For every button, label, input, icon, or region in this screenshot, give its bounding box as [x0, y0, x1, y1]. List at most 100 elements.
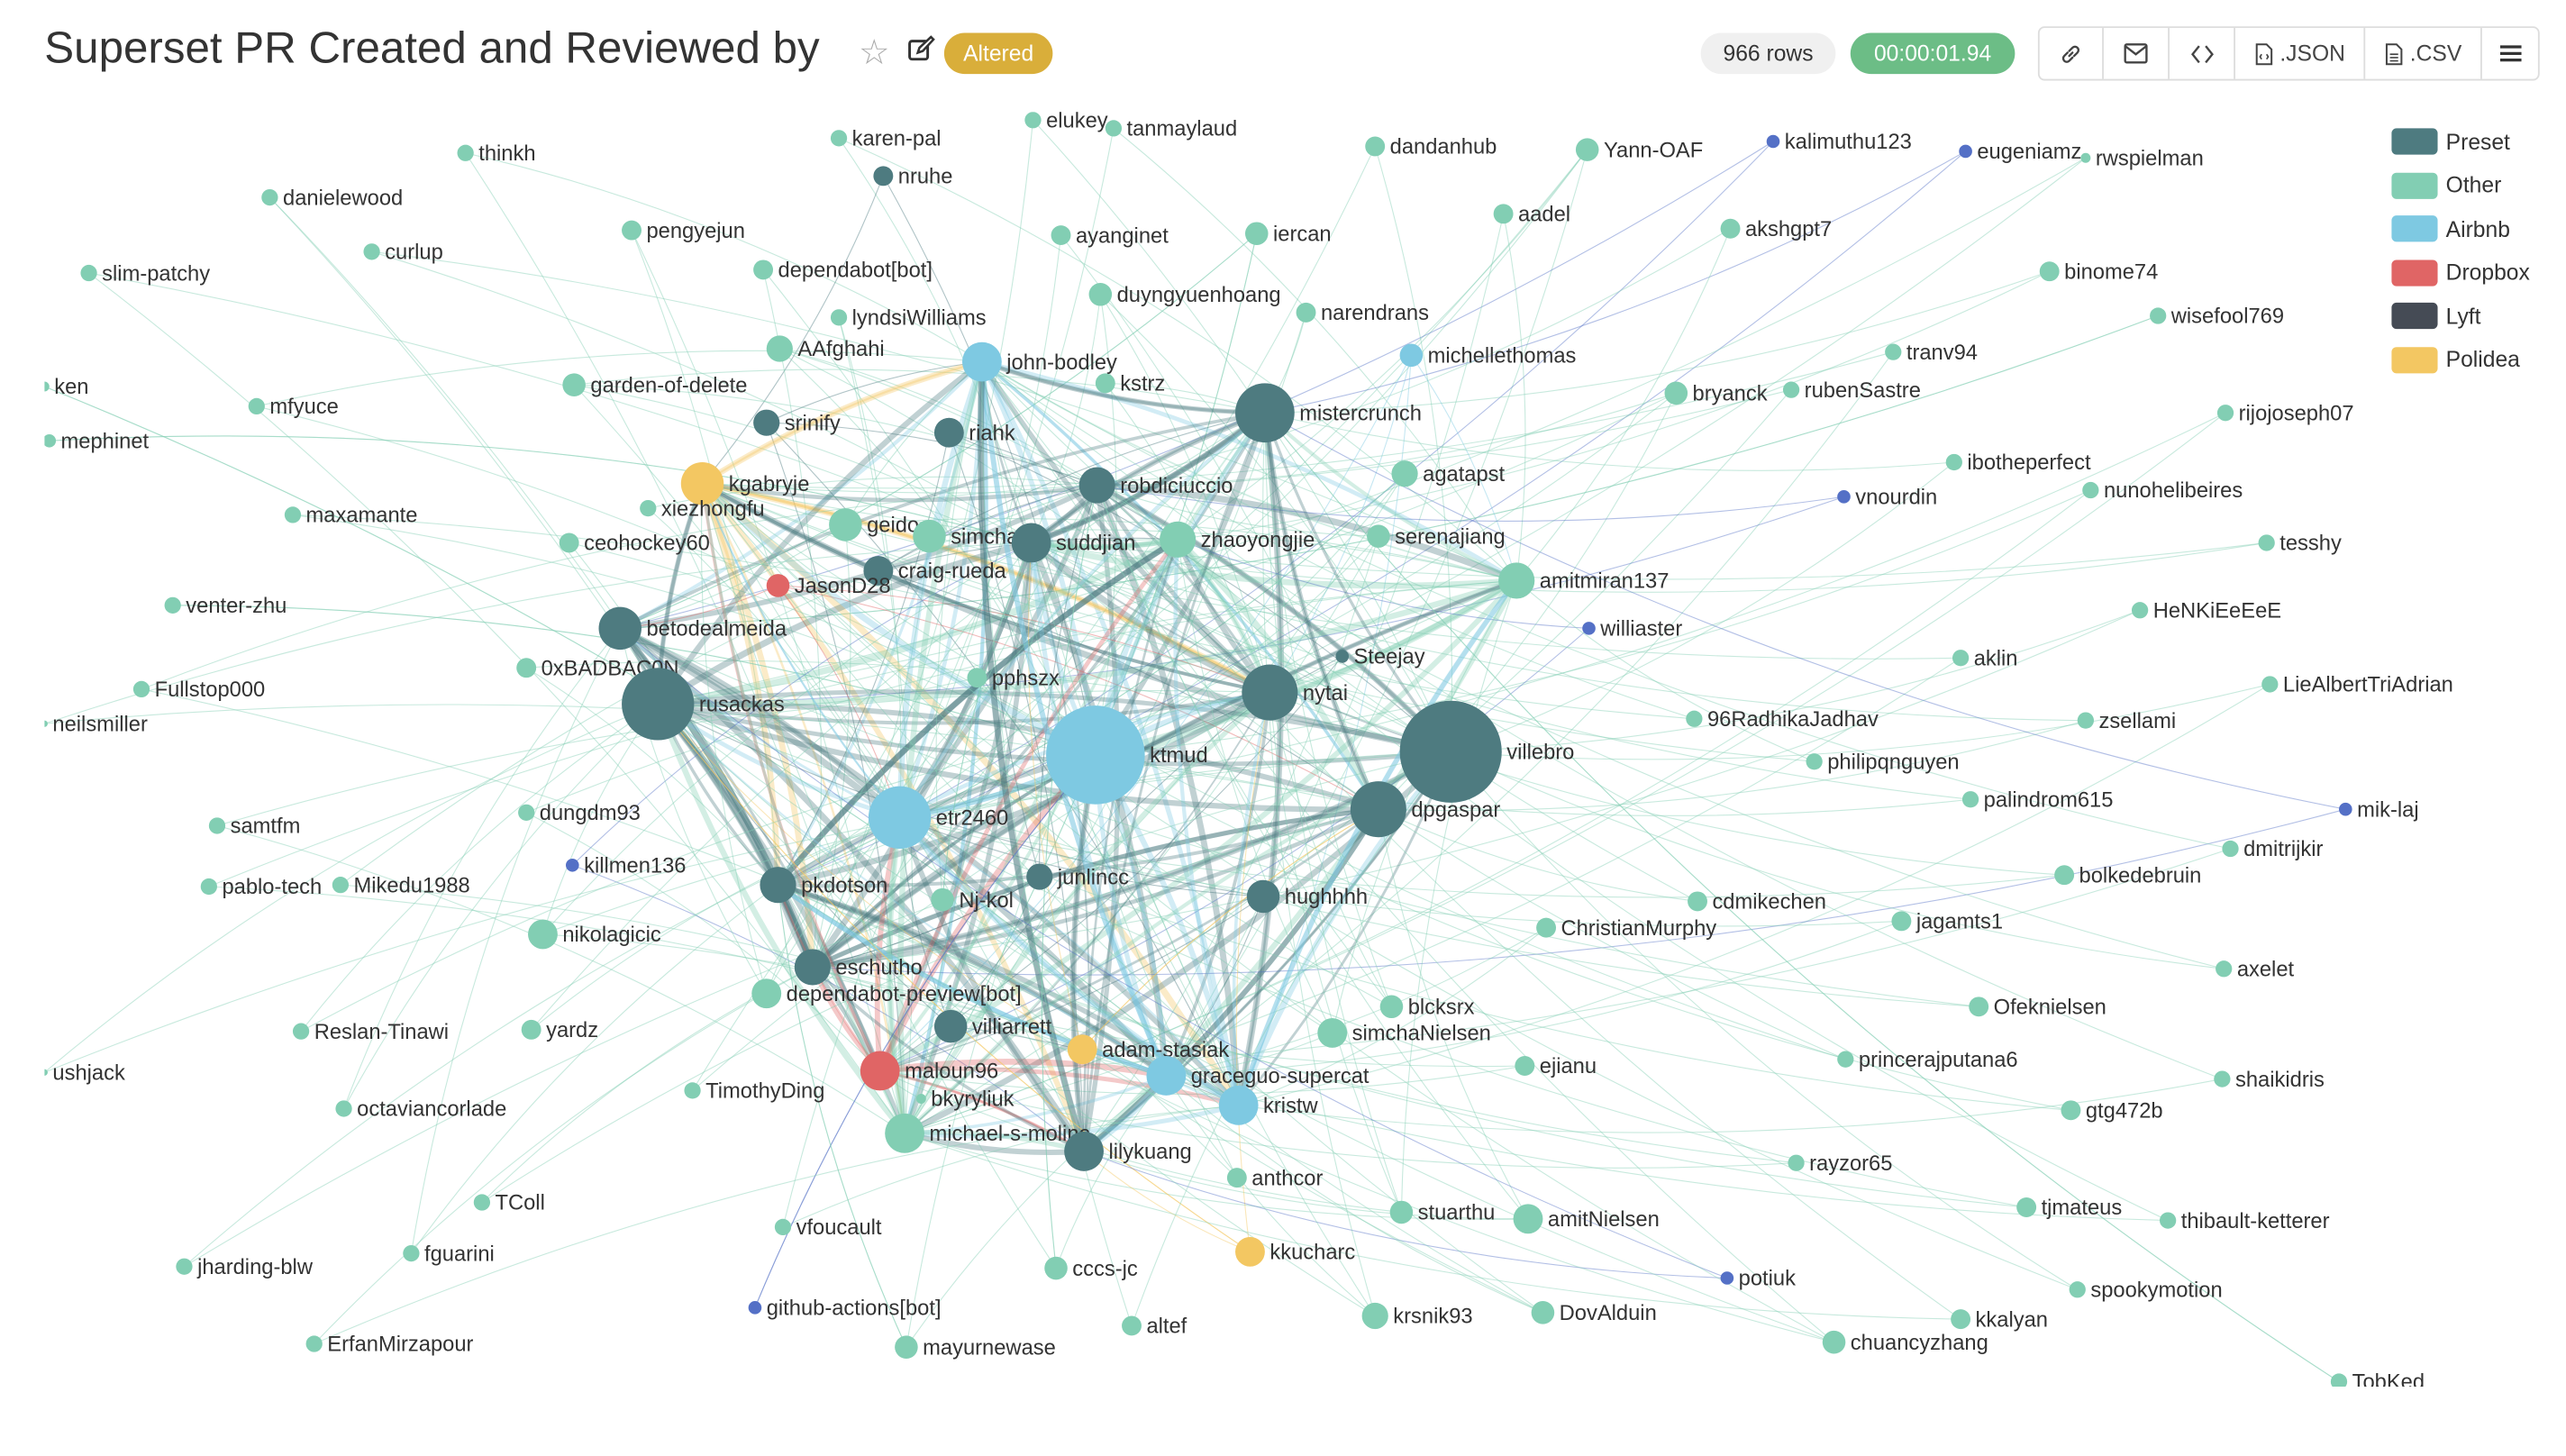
graph-node[interactable]: ErfanMirzapour: [305, 1333, 474, 1357]
star-icon[interactable]: ☆: [858, 34, 890, 73]
legend-item[interactable]: Airbnb: [2391, 207, 2529, 250]
graph-node[interactable]: maxamante: [284, 505, 418, 528]
graph-node[interactable]: vnourdin: [1837, 487, 1937, 510]
legend-item[interactable]: Lyft: [2391, 295, 2529, 338]
graph-node[interactable]: craig-rueda: [863, 556, 1007, 586]
node-circle[interactable]: [2150, 307, 2167, 324]
node-circle[interactable]: [1365, 136, 1386, 157]
graph-node[interactable]: 96RadhikaJadhav: [1686, 708, 1879, 732]
graph-node[interactable]: xiezhongfu: [640, 497, 765, 521]
node-circle[interactable]: [2160, 1212, 2177, 1229]
graph-node[interactable]: etr2460: [868, 786, 1008, 850]
graph-node[interactable]: wisefool769: [2150, 305, 2284, 329]
graph-node[interactable]: mik-laj: [2339, 798, 2419, 822]
graph-node[interactable]: slim-patchy: [80, 262, 210, 286]
graph-canvas[interactable]: thinkh karen-pal elukey tanmaylaud dandanhub…: [44, 112, 2566, 1387]
node-circle[interactable]: [164, 596, 181, 614]
node-circle[interactable]: [760, 867, 796, 904]
node-circle[interactable]: [684, 1082, 701, 1099]
node-circle[interactable]: [1235, 1236, 1265, 1267]
node-circle[interactable]: [521, 1019, 541, 1040]
node-circle[interactable]: [1044, 1256, 1068, 1280]
node-circle[interactable]: [208, 817, 226, 834]
graph-node[interactable]: ejianu: [1515, 1055, 1597, 1078]
node-circle[interactable]: [1296, 302, 1316, 323]
edit-icon[interactable]: [906, 34, 936, 64]
graph-node[interactable]: philipqnguyen: [1806, 751, 1960, 774]
node-circle[interactable]: [622, 220, 642, 241]
node-circle[interactable]: [2339, 802, 2352, 816]
node-circle[interactable]: [931, 887, 954, 912]
altered-badge[interactable]: Altered: [943, 32, 1053, 75]
node-circle[interactable]: [1391, 460, 1418, 487]
graph-node[interactable]: villiarrett: [933, 1009, 1052, 1043]
node-circle[interactable]: [1664, 381, 1688, 405]
graph-node[interactable]: HeNKiEeEeE: [2131, 600, 2281, 623]
graph-node[interactable]: palindrom615: [1961, 788, 2113, 812]
node-circle[interactable]: [766, 335, 793, 362]
node-circle[interactable]: [622, 668, 695, 741]
more-menu-button[interactable]: [2483, 28, 2538, 79]
node-circle[interactable]: [868, 786, 932, 850]
graph-node[interactable]: fguarini: [403, 1242, 495, 1266]
graph-node[interactable]: thinkh: [457, 142, 536, 166]
graph-node[interactable]: vfoucault: [774, 1216, 882, 1240]
node-circle[interactable]: [748, 1301, 762, 1315]
graph-node[interactable]: DovAlduin: [1531, 1301, 1657, 1325]
graph-node[interactable]: curlup: [363, 241, 443, 265]
node-circle[interactable]: [332, 877, 350, 894]
graph-node[interactable]: krsnik93: [1361, 1302, 1473, 1330]
node-circle[interactable]: [1822, 1330, 1846, 1354]
node-circle[interactable]: [2261, 676, 2279, 693]
graph-node[interactable]: anthcor: [1226, 1167, 1324, 1190]
graph-node[interactable]: altef: [1122, 1315, 1187, 1339]
graph-node[interactable]: mistercrunch: [1235, 383, 1422, 443]
graph-node[interactable]: ayanginet: [1051, 224, 1169, 248]
graph-node[interactable]: john-bodley: [961, 341, 1117, 382]
graph-node[interactable]: hughhhh: [1246, 879, 1368, 914]
graph-node[interactable]: pengyejun: [622, 220, 745, 243]
node-circle[interactable]: [1011, 523, 1051, 563]
graph-node[interactable]: ushjack: [44, 1062, 125, 1086]
graph-node[interactable]: tranv94: [1885, 341, 1978, 365]
graph-node[interactable]: princerajputana6: [1837, 1049, 2018, 1072]
node-circle[interactable]: [132, 680, 150, 698]
graph-node[interactable]: ChristianMurphy: [1536, 917, 1716, 941]
graph-node[interactable]: binome74: [2039, 260, 2159, 284]
node-circle[interactable]: [1806, 753, 1823, 770]
graph-node[interactable]: nruhe: [873, 166, 952, 189]
graph-node[interactable]: lyndsiWilliams: [830, 307, 987, 331]
node-circle[interactable]: [1146, 1056, 1187, 1096]
graph-node[interactable]: kgabryje: [680, 461, 810, 505]
graph-node[interactable]: gtg472b: [2061, 1099, 2163, 1123]
graph-node[interactable]: shaikidris: [2214, 1069, 2325, 1092]
graph-node[interactable]: axelet: [2216, 958, 2295, 981]
graph-node[interactable]: betodealmeida: [598, 606, 787, 651]
graph-node[interactable]: ken: [44, 376, 88, 399]
graph-node[interactable]: bryanck: [1664, 381, 1768, 406]
node-circle[interactable]: [863, 556, 894, 586]
graph-node[interactable]: amitmiran137: [1498, 562, 1669, 599]
node-circle[interactable]: [2330, 1373, 2348, 1387]
graph-node[interactable]: Reslan-Tinawi: [292, 1021, 449, 1044]
graph-node[interactable]: michellethomas: [1399, 343, 1577, 369]
graph-node[interactable]: pablo-tech: [200, 876, 322, 899]
graph-node[interactable]: junlincc: [1026, 863, 1129, 890]
graph-node[interactable]: zsellami: [2077, 710, 2176, 733]
graph-node[interactable]: Nj-kol: [931, 887, 1014, 913]
node-circle[interactable]: [1399, 700, 1502, 803]
graph-node[interactable]: lilykuang: [1064, 1132, 1192, 1171]
node-circle[interactable]: [1513, 1204, 1543, 1234]
node-circle[interactable]: [1246, 879, 1280, 914]
node-circle[interactable]: [1952, 650, 1970, 667]
node-circle[interactable]: [566, 858, 579, 872]
graph-node[interactable]: bolkedebruin: [2054, 864, 2201, 887]
graph-node[interactable]: rubenSastre: [1782, 379, 1921, 403]
node-circle[interactable]: [1379, 995, 1404, 1019]
node-circle[interactable]: [1493, 204, 1514, 224]
graph-node[interactable]: tjmateus: [2016, 1197, 2122, 1220]
graph-node[interactable]: JasonD28: [766, 574, 891, 598]
node-circle[interactable]: [1837, 1051, 1854, 1068]
node-circle[interactable]: [885, 1113, 924, 1153]
node-circle[interactable]: [751, 978, 782, 1009]
